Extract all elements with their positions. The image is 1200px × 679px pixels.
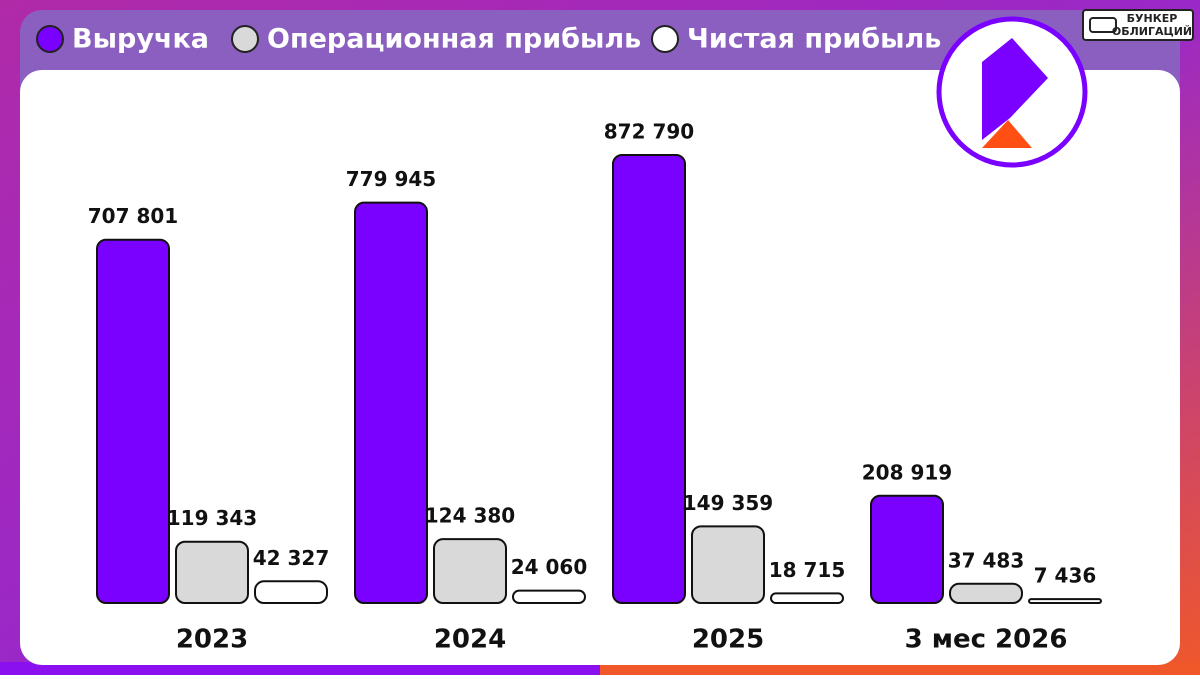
value-label: 42 327 — [253, 546, 330, 570]
bar — [175, 540, 249, 604]
bar — [254, 580, 328, 604]
value-label: 872 790 — [604, 120, 694, 144]
bar — [870, 494, 944, 605]
badge-text: ОБЛИГАЦИЙ — [1112, 25, 1192, 38]
value-label: 7 436 — [1034, 564, 1097, 588]
bar — [96, 238, 170, 604]
value-label: 18 715 — [769, 558, 846, 582]
legend-label: Выручка — [72, 24, 209, 55]
value-label: 707 801 — [88, 204, 178, 228]
legend-swatch — [36, 25, 64, 53]
bottom-strip — [600, 662, 1200, 675]
x-tick-label: 2025 — [692, 625, 764, 655]
value-label: 124 380 — [425, 504, 515, 528]
logo-shape — [982, 38, 1048, 140]
legend-swatch — [231, 25, 259, 53]
badge: БУНКЕР ОБЛИГАЦИЙ — [1082, 9, 1194, 41]
badge-icon — [1089, 17, 1117, 33]
value-label: 208 919 — [862, 460, 952, 484]
x-tick-label: 2023 — [176, 625, 248, 655]
legend-label: Чистая прибыль — [687, 24, 941, 55]
bar — [949, 582, 1023, 605]
logo — [936, 16, 1088, 168]
legend: Выручка Операционная прибыль Чистая прибыл… — [36, 24, 941, 55]
bar — [1028, 598, 1102, 604]
value-label: 37 483 — [948, 548, 1025, 572]
legend-label: Операционная прибыль — [267, 24, 641, 55]
badge-text: БУНКЕР — [1127, 12, 1178, 25]
value-label: 24 060 — [511, 555, 588, 579]
legend-swatch — [651, 25, 679, 53]
value-label: 149 359 — [683, 491, 773, 515]
bar — [770, 592, 844, 605]
bar — [691, 525, 765, 604]
logo-shape — [982, 120, 1032, 148]
x-tick-label: 3 мес 2026 — [905, 625, 1068, 655]
plot: 707 801 119 343 42 327 2023 779 945 124 380 24… — [88, 120, 1102, 655]
bar — [433, 538, 507, 604]
bar — [612, 154, 686, 604]
value-label: 779 945 — [346, 167, 436, 191]
x-tick-label: 2024 — [434, 625, 506, 655]
bar — [512, 589, 586, 604]
value-label: 119 343 — [167, 506, 257, 530]
bottom-strip — [0, 662, 600, 675]
bar — [354, 201, 428, 604]
